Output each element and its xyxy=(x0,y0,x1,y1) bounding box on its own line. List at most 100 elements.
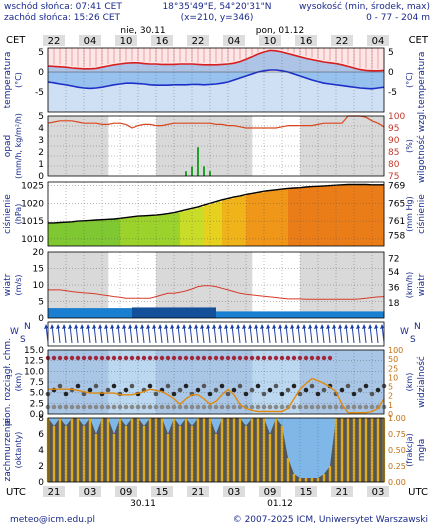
cloud-tick-left: 2.5 xyxy=(30,399,44,409)
cloud-tick-left: 0.0 xyxy=(30,410,45,420)
press-fill xyxy=(264,191,271,246)
cloud-base-dot xyxy=(165,404,171,410)
cloud-base-dot xyxy=(249,404,255,410)
cloud-mid-dot xyxy=(123,387,129,393)
cloud-top-dot xyxy=(225,355,231,361)
wind-speed-bar xyxy=(300,311,307,318)
cloud-top-dot xyxy=(159,355,165,361)
precip-tick-left: 2 xyxy=(38,148,44,158)
cloud-mid-dot xyxy=(183,383,189,389)
wind-dir-head xyxy=(356,324,360,329)
press-fill xyxy=(162,214,169,246)
wind-dir-head xyxy=(68,324,72,329)
wind-dir-head xyxy=(158,324,162,329)
cloud-base-dot xyxy=(303,404,309,410)
temp-tick-right: 0 xyxy=(388,68,394,78)
cloud-top-dot xyxy=(147,355,153,361)
wind-dir-head xyxy=(218,324,222,329)
cloud-base-dot xyxy=(213,404,219,410)
wind-dir-head xyxy=(344,324,348,329)
hour-bottom-bg xyxy=(115,486,137,497)
cloud-mid-dot xyxy=(279,391,285,397)
press-tick-right: 769 xyxy=(388,182,405,192)
fog-tick-right: 0.50 xyxy=(388,446,406,455)
cloud-base-dot xyxy=(351,404,357,410)
hour-bottom-bg xyxy=(367,486,389,497)
cover-bar xyxy=(124,426,128,482)
wind-tick-right: 54 xyxy=(388,268,400,278)
cloud-top-dot xyxy=(111,355,117,361)
wind-speed-bar xyxy=(264,311,271,318)
hour-top-bg xyxy=(43,35,65,46)
footer-email[interactable]: meteo@icm.edu.pl xyxy=(10,515,95,525)
hour-top-bg xyxy=(79,35,101,46)
hour-bottom-bg xyxy=(151,486,173,497)
press-fill xyxy=(288,188,295,246)
cover-bar xyxy=(142,426,146,482)
press-fill xyxy=(270,190,277,246)
wind-dir-head xyxy=(350,324,354,329)
cloud-mid-dot xyxy=(87,387,93,393)
wind-dir-head xyxy=(380,324,384,329)
cloud-base-dot xyxy=(291,404,297,410)
press-fill xyxy=(72,221,79,246)
cover-bar xyxy=(202,418,206,482)
compass-n-left: N xyxy=(24,322,31,332)
cloud-mid-dot xyxy=(213,387,219,393)
cloud-top-dot xyxy=(177,355,183,361)
cloud-top-dot xyxy=(117,355,123,361)
hour-top-label: 22 xyxy=(48,36,61,47)
cloud-mid-dot xyxy=(357,387,363,393)
cover-bar xyxy=(310,478,314,482)
cloud-top-dot xyxy=(195,355,201,361)
temp-tick-left: -5 xyxy=(35,88,44,98)
cover-bar xyxy=(316,478,320,482)
visibility-tick-right: 10 xyxy=(388,373,398,382)
cover-bar xyxy=(340,418,344,482)
press-fill xyxy=(78,221,85,246)
cloud-top-dot xyxy=(249,355,255,361)
timezone-bottom-right: UTC xyxy=(408,487,428,498)
cloud-top-dot xyxy=(243,355,249,361)
cloud-mid-dot xyxy=(63,391,69,397)
precip-bar xyxy=(203,166,205,176)
wind-dir-head xyxy=(224,324,228,329)
wind-tick-left: 15 xyxy=(33,265,44,275)
press-frame xyxy=(47,181,385,247)
wind-speed-bar xyxy=(336,311,343,318)
precip-tick-left: 4 xyxy=(38,124,44,134)
cloud-base-dot xyxy=(267,404,273,410)
wind-dir-head xyxy=(98,324,102,329)
wind-speed-bar xyxy=(126,308,133,318)
press-fill xyxy=(186,209,193,246)
cloud-base-dot xyxy=(63,404,69,410)
cover-bar xyxy=(166,434,170,482)
press-fill xyxy=(156,215,163,246)
cloud-base-dot xyxy=(171,404,177,410)
wind-speed-bar xyxy=(60,308,67,318)
cloud-base-dot xyxy=(321,404,327,410)
press-fill xyxy=(294,188,301,246)
cloud-mid-dot xyxy=(51,387,57,393)
press-fill xyxy=(330,185,337,246)
cloud-mid-dot xyxy=(219,383,225,389)
press-fill xyxy=(210,203,217,246)
hour-top-label: 22 xyxy=(192,36,205,47)
cloud-base-dot xyxy=(225,404,231,410)
wind-speed-bar xyxy=(102,308,109,318)
cloud-top-dot xyxy=(51,355,57,361)
hour-top-bg xyxy=(187,35,209,46)
cover-bar xyxy=(352,418,356,482)
cloud-top-dot xyxy=(213,355,219,361)
cover-bar xyxy=(130,418,134,482)
wind-dir-head xyxy=(230,324,234,329)
wind-dir-head xyxy=(170,324,174,329)
humidity-tick-right: 95 xyxy=(388,124,399,134)
cloud-base-dot xyxy=(123,404,129,410)
cloud-mid-dot xyxy=(315,391,321,397)
cloud-top-dot xyxy=(327,355,333,361)
press-fill xyxy=(336,185,343,246)
press-fill xyxy=(360,184,367,246)
precip-right-unit: (%) xyxy=(405,139,414,153)
